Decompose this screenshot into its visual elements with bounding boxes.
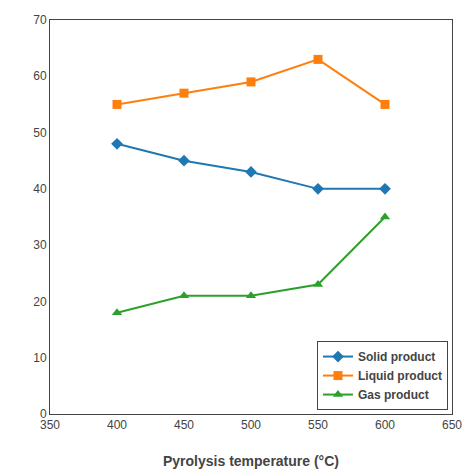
svg-text:350: 350: [40, 418, 60, 432]
svg-text:20: 20: [33, 295, 47, 309]
svg-text:0: 0: [40, 407, 47, 421]
svg-text:Gas product: Gas product: [358, 388, 429, 402]
svg-text:Pyrolysis temperature (°C): Pyrolysis temperature (°C): [163, 453, 339, 469]
svg-text:Liquid product: Liquid product: [358, 369, 442, 383]
svg-text:600: 600: [375, 418, 395, 432]
svg-text:60: 60: [33, 69, 47, 83]
svg-text:Solid product: Solid product: [358, 350, 435, 364]
svg-text:70: 70: [33, 13, 47, 27]
svg-text:50: 50: [33, 126, 47, 140]
svg-text:500: 500: [241, 418, 261, 432]
svg-text:450: 450: [174, 418, 194, 432]
svg-text:650: 650: [442, 418, 462, 432]
svg-text:400: 400: [107, 418, 127, 432]
svg-text:550: 550: [308, 418, 328, 432]
svg-text:30: 30: [33, 238, 47, 252]
svg-text:10: 10: [33, 351, 47, 365]
svg-text:40: 40: [33, 182, 47, 196]
